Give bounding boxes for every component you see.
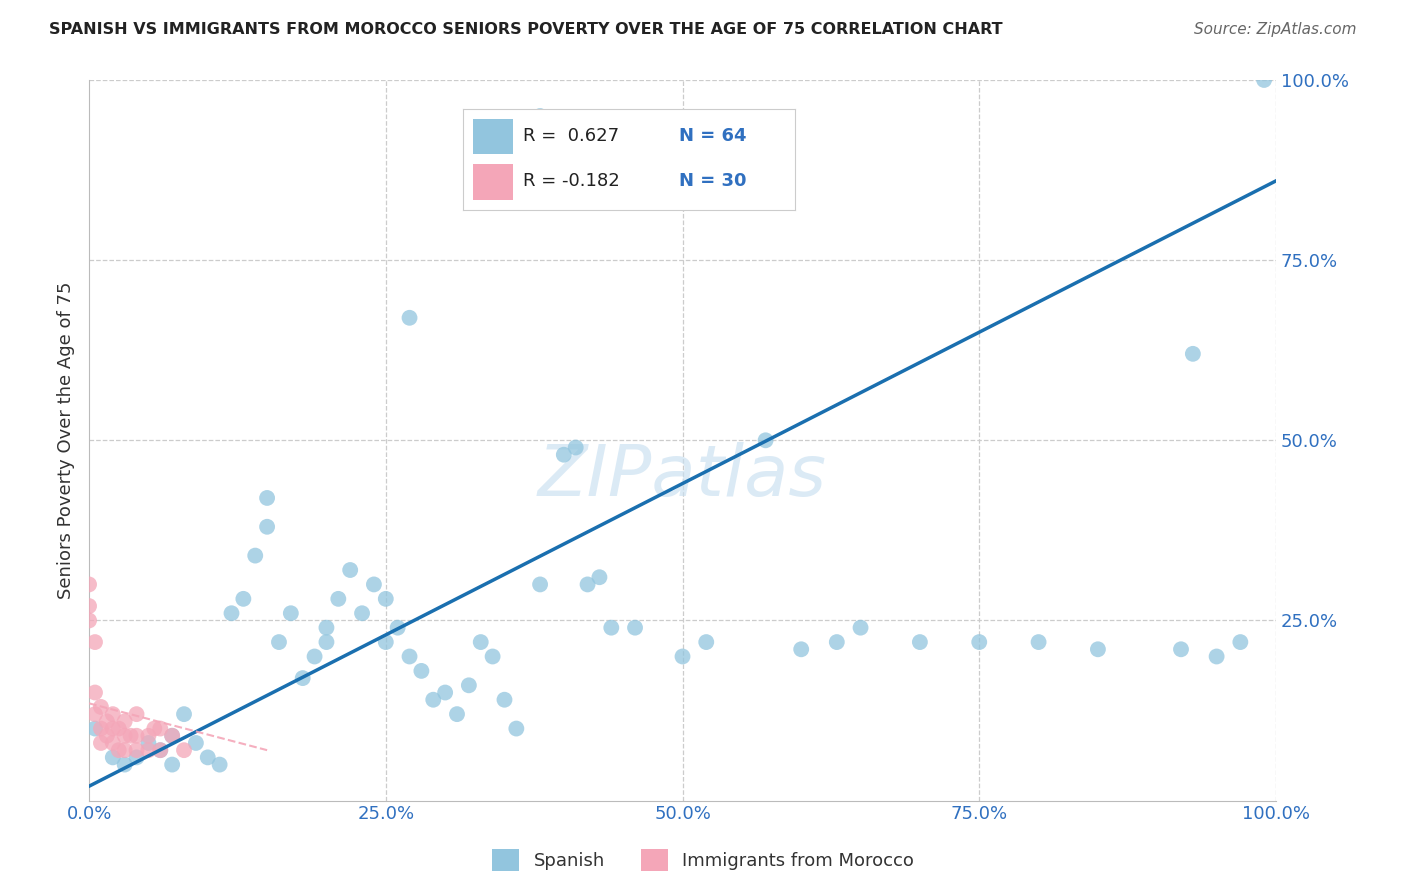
- Point: [173, 707, 195, 722]
- Point: [90, 722, 112, 736]
- Point: [387, 621, 409, 635]
- Point: [125, 750, 148, 764]
- Point: [352, 607, 374, 621]
- Point: [96, 714, 118, 729]
- Point: [434, 685, 457, 699]
- Point: [564, 441, 586, 455]
- Point: [576, 577, 599, 591]
- Point: [125, 707, 148, 722]
- Point: [1205, 649, 1227, 664]
- Point: [494, 692, 516, 706]
- Point: [967, 635, 990, 649]
- Point: [232, 591, 254, 606]
- Point: [84, 685, 107, 699]
- Point: [138, 736, 160, 750]
- Point: [1229, 635, 1251, 649]
- Point: [374, 591, 396, 606]
- Point: [825, 635, 848, 649]
- Point: [208, 757, 231, 772]
- Point: [315, 621, 337, 635]
- Point: [291, 671, 314, 685]
- Point: [529, 109, 551, 123]
- Point: [422, 692, 444, 706]
- Point: [221, 607, 243, 621]
- Point: [149, 722, 172, 736]
- Point: [114, 729, 136, 743]
- Point: [96, 729, 118, 743]
- Point: [77, 599, 100, 613]
- Point: [505, 722, 527, 736]
- Point: [77, 577, 100, 591]
- Point: [77, 614, 100, 628]
- Point: [138, 729, 160, 743]
- Legend: Spanish, Immigrants from Morocco: Spanish, Immigrants from Morocco: [485, 842, 921, 879]
- Point: [107, 743, 129, 757]
- Point: [470, 635, 492, 649]
- Point: [588, 570, 610, 584]
- Point: [398, 649, 420, 664]
- Point: [114, 757, 136, 772]
- Point: [197, 750, 219, 764]
- Point: [101, 722, 124, 736]
- Point: [114, 714, 136, 729]
- Point: [1028, 635, 1050, 649]
- Point: [600, 621, 623, 635]
- Point: [1181, 347, 1204, 361]
- Point: [304, 649, 326, 664]
- Point: [245, 549, 267, 563]
- Point: [398, 310, 420, 325]
- Point: [374, 635, 396, 649]
- Point: [280, 607, 302, 621]
- Point: [908, 635, 931, 649]
- Point: [1087, 642, 1109, 657]
- Point: [143, 722, 166, 736]
- Point: [160, 729, 183, 743]
- Point: [90, 700, 112, 714]
- Point: [849, 621, 872, 635]
- Point: [328, 591, 350, 606]
- Point: [256, 491, 278, 505]
- Point: [267, 635, 290, 649]
- Point: [160, 757, 183, 772]
- Point: [160, 729, 183, 743]
- Point: [114, 743, 136, 757]
- Point: [339, 563, 361, 577]
- Point: [624, 621, 647, 635]
- Point: [101, 750, 124, 764]
- Point: [695, 635, 717, 649]
- Point: [553, 448, 575, 462]
- Point: [481, 649, 503, 664]
- Point: [315, 635, 337, 649]
- Point: [790, 642, 813, 657]
- Point: [101, 707, 124, 722]
- Point: [173, 743, 195, 757]
- Point: [84, 722, 107, 736]
- Point: [107, 722, 129, 736]
- Point: [529, 577, 551, 591]
- Point: [671, 649, 693, 664]
- Y-axis label: Seniors Poverty Over the Age of 75: Seniors Poverty Over the Age of 75: [58, 282, 75, 599]
- Point: [1170, 642, 1192, 657]
- Point: [363, 577, 385, 591]
- Point: [101, 736, 124, 750]
- Point: [149, 743, 172, 757]
- Point: [184, 736, 207, 750]
- Point: [1253, 73, 1275, 87]
- Point: [120, 729, 142, 743]
- Text: SPANISH VS IMMIGRANTS FROM MOROCCO SENIORS POVERTY OVER THE AGE OF 75 CORRELATIO: SPANISH VS IMMIGRANTS FROM MOROCCO SENIO…: [49, 22, 1002, 37]
- Point: [84, 707, 107, 722]
- Point: [90, 736, 112, 750]
- Point: [411, 664, 433, 678]
- Point: [138, 743, 160, 757]
- Point: [446, 707, 468, 722]
- Text: Source: ZipAtlas.com: Source: ZipAtlas.com: [1194, 22, 1357, 37]
- Point: [149, 743, 172, 757]
- Point: [84, 635, 107, 649]
- Point: [256, 520, 278, 534]
- Point: [457, 678, 479, 692]
- Point: [125, 729, 148, 743]
- Text: ZIPatlas: ZIPatlas: [538, 442, 827, 511]
- Point: [125, 743, 148, 757]
- Point: [755, 434, 778, 448]
